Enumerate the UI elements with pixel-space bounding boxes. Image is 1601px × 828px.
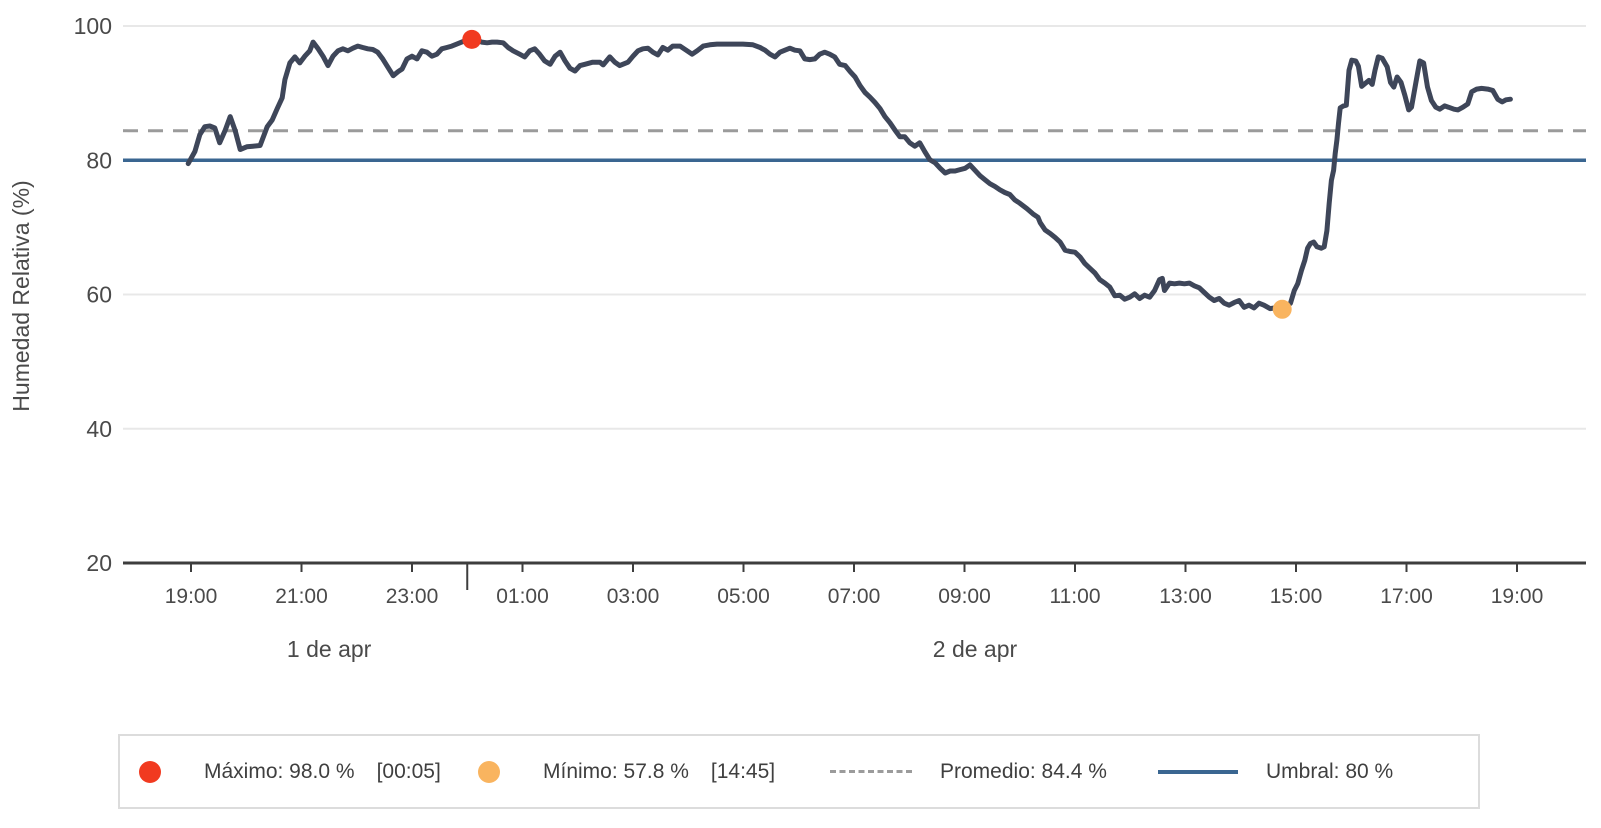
- humidity-line: [185, 36, 1513, 312]
- y-tick-label: 100: [74, 13, 112, 39]
- legend-time-minimo: [14:45]: [710, 759, 776, 783]
- x-tick-label: 07:00: [828, 585, 881, 608]
- day-label: 1 de apr: [287, 636, 372, 662]
- legend-item-promedio: Promedio: 84.4 %: [830, 736, 1107, 807]
- y-tick-label: 60: [86, 282, 112, 308]
- x-tick-label: 03:00: [607, 585, 660, 608]
- maximo-marker: [462, 29, 482, 49]
- reference-lines-layer: [123, 129, 1586, 162]
- x-tick-label: 19:00: [1491, 585, 1544, 608]
- x-tick-label: 13:00: [1159, 585, 1212, 608]
- x-tick-label: 21:00: [275, 585, 328, 608]
- minimo-marker: [1272, 299, 1292, 319]
- solid-line-icon: [1158, 769, 1238, 774]
- dashed-line-icon: [830, 770, 912, 773]
- legend-time-maximo: [00:05]: [376, 759, 441, 783]
- x-tick-label: 23:00: [386, 585, 439, 608]
- y-tick-label: 40: [86, 416, 112, 442]
- legend-label-promedio: Promedio: 84.4 %: [940, 759, 1107, 783]
- humidity-line-chart: 20 40 60 80 100 19:00 21:00 23:00 01:00 03:00 05:0…: [8, 13, 1586, 662]
- grid-layer: [123, 25, 1586, 430]
- y-tick-label: 80: [86, 147, 112, 173]
- x-tick-label: 05:00: [717, 585, 770, 608]
- x-tick-label: 01:00: [496, 585, 549, 608]
- min-dot-icon: [478, 760, 500, 783]
- legend: Máximo: 98.0 % [00:05] Mínimo: 57.8 % [1…: [118, 734, 1480, 809]
- legend-label-minimo: Mínimo: 57.8 %: [543, 759, 689, 783]
- y-tick-label: 20: [86, 550, 112, 576]
- legend-item-maximo: Máximo: 98.0 % [00:05]: [139, 736, 441, 807]
- max-dot-icon: [139, 760, 161, 783]
- x-tick-label: 17:00: [1380, 585, 1433, 608]
- labels-layer: 20 40 60 80 100 19:00 21:00 23:00 01:00 03:00 05:0…: [74, 13, 1544, 662]
- day-label: 2 de apr: [933, 636, 1018, 662]
- series-layer: [185, 29, 1513, 319]
- x-tick-label: 19:00: [165, 585, 218, 608]
- y-axis-title: Humedad Relativa (%): [8, 180, 34, 411]
- x-tick-label: 15:00: [1270, 585, 1323, 608]
- x-tick-label: 11:00: [1050, 585, 1101, 608]
- legend-item-minimo: Mínimo: 57.8 % [14:45]: [478, 736, 775, 807]
- legend-label-umbral: Umbral: 80 %: [1266, 759, 1394, 783]
- legend-item-umbral: Umbral: 80 %: [1158, 736, 1393, 807]
- axis-layer: [123, 561, 1586, 590]
- x-tick-label: 09:00: [938, 585, 991, 608]
- legend-label-maximo: Máximo: 98.0 %: [204, 759, 355, 783]
